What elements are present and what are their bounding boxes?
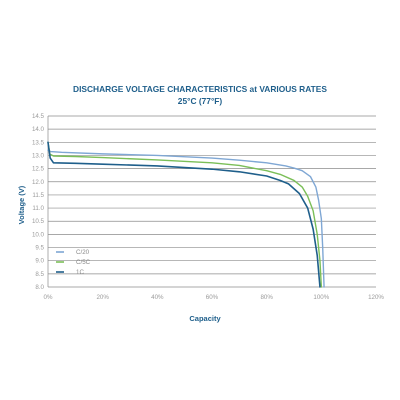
- chart-title: DISCHARGE VOLTAGE CHARACTERISTICS at VAR…: [73, 84, 327, 94]
- y-tick-label: 11.0: [32, 205, 44, 212]
- y-tick-label: 10.5: [32, 218, 45, 225]
- series-line-3: [47, 141, 321, 288]
- series-line-1: [47, 149, 325, 288]
- y-tick-label: 9.5: [35, 245, 44, 252]
- x-tick-label: 60%: [206, 294, 219, 301]
- series-line-2: [47, 141, 323, 288]
- grid-lines: [47, 115, 376, 288]
- y-tick-label: 10.0: [32, 231, 45, 238]
- y-tick-label: 9.0: [35, 258, 44, 265]
- y-tick-label: 12.0: [32, 179, 45, 186]
- y-tick-label: 8.5: [35, 271, 44, 278]
- x-tick-label: 40%: [151, 294, 164, 301]
- y-tick-label: 14.5: [32, 113, 45, 120]
- x-tick-labels: 0% 20% 40% 60% 80% 100% 120%: [44, 294, 385, 301]
- y-axis-label: Voltage (V): [17, 185, 26, 224]
- legend-label: C/20: [76, 249, 90, 256]
- y-tick-label: 14.0: [32, 126, 45, 133]
- y-tick-label: 11.5: [32, 192, 44, 199]
- x-axis-label: Capacity: [189, 314, 221, 323]
- x-tick-label: 20%: [96, 294, 109, 301]
- y-tick-labels: 8.0 8.5 9.0 9.5 10.0 10.5 11.0 11.5 12.0 12.5 13.0…: [32, 113, 45, 291]
- y-tick-label: 13.5: [32, 139, 45, 146]
- chart-subtitle: 25°C (77°F): [178, 96, 223, 106]
- legend: C/20 C/5C 1C: [56, 249, 91, 276]
- x-tick-label: 80%: [260, 294, 273, 301]
- series-lines: [47, 141, 325, 288]
- y-tick-label: 8.0: [35, 284, 44, 291]
- x-tick-label: 0%: [44, 294, 53, 301]
- y-tick-label: 13.0: [32, 152, 45, 159]
- y-tick-label: 12.5: [32, 166, 45, 173]
- x-tick-label: 100%: [313, 294, 329, 301]
- x-tick-label: 120%: [368, 294, 384, 301]
- legend-label: 1C: [76, 269, 84, 276]
- legend-label: C/5C: [76, 259, 91, 266]
